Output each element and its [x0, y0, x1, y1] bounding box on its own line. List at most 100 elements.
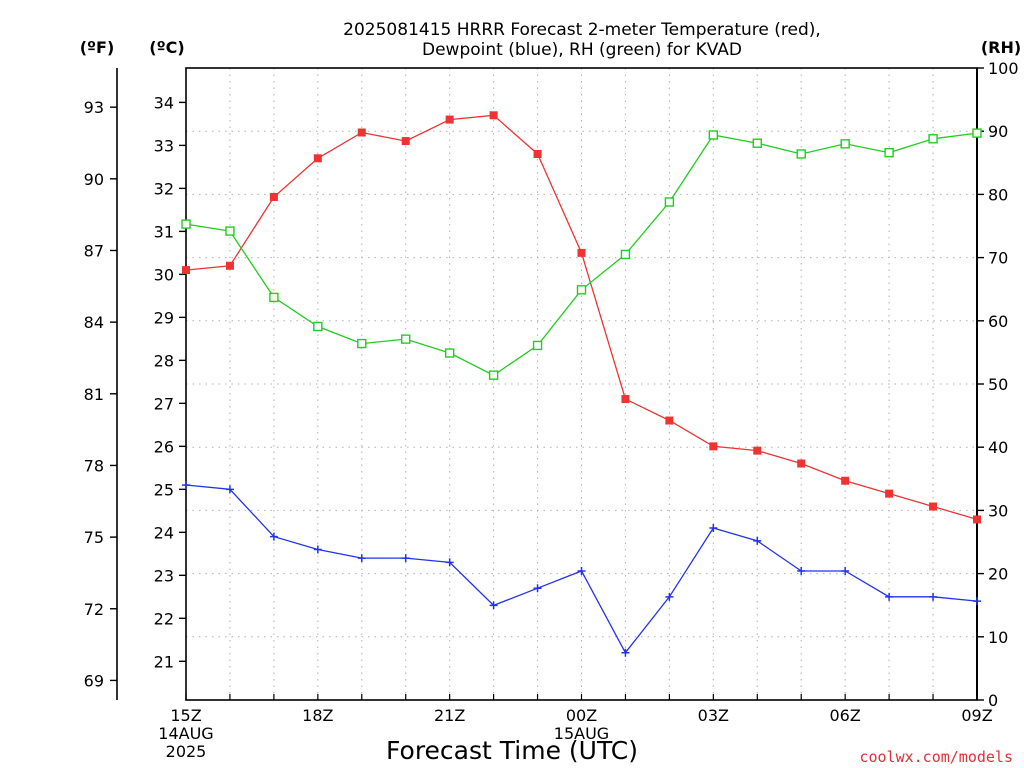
dewpoint-point	[929, 592, 938, 601]
title-line-2: Dewpoint (blue), RH (green) for KVAD	[422, 40, 742, 60]
title-line-1: 2025081415 HRRR Forecast 2-meter Tempera…	[343, 20, 821, 40]
rh-point	[972, 128, 982, 138]
celsius-tick-label: 21	[154, 652, 174, 671]
dewpoint-point	[665, 592, 674, 601]
temperature-point	[665, 416, 674, 425]
dewpoint-point	[182, 481, 190, 490]
rh-point	[752, 138, 762, 148]
fahrenheit-tick-label: 72	[84, 600, 104, 619]
rh-tick-label: 100	[988, 59, 1019, 78]
temperature-point	[489, 111, 498, 120]
celsius-tick-label: 27	[154, 394, 174, 413]
axes: 69 72 75 78 81 84 87 90 93 21 22 23 24 25 26 27 28 29 30 31…	[84, 59, 1019, 761]
temperature-point	[621, 395, 630, 404]
temperature-point	[885, 489, 894, 498]
dewpoint-point	[401, 554, 410, 563]
rh-tick-label: 40	[988, 438, 1008, 457]
dewpoint-point	[577, 567, 586, 576]
celsius-tick-label: 34	[154, 93, 174, 112]
rh-point	[532, 340, 543, 351]
fahrenheit-tick-label: 84	[84, 313, 104, 332]
rh-tick-label: 10	[988, 628, 1008, 647]
fahrenheit-tick-label: 75	[84, 528, 104, 547]
fahrenheit-axis-label: (ºF)	[80, 38, 115, 57]
temperature-point	[182, 266, 190, 275]
dewpoint-point	[753, 536, 762, 545]
rh-point	[313, 321, 323, 332]
x-tick-label: 06Z	[830, 706, 861, 725]
dewpoint-point	[489, 601, 498, 610]
dewpoint-point	[225, 485, 234, 494]
rh-tick-label: 60	[988, 312, 1008, 331]
fahrenheit-tick-label: 81	[84, 385, 104, 404]
grid-lines	[186, 68, 977, 700]
x-tick-label: 21Z	[434, 706, 465, 725]
rh-point	[444, 348, 455, 358]
dewpoint-point	[885, 592, 894, 601]
celsius-tick-label: 31	[154, 222, 174, 241]
celsius-tick-label: 33	[154, 136, 174, 155]
celsius-tick-label: 22	[154, 609, 174, 628]
temperature-point	[225, 261, 234, 270]
temperature-point	[973, 515, 981, 524]
celsius-tick-label: 28	[154, 351, 174, 370]
x-tick-label: 2025	[166, 742, 207, 761]
rh-axis-label: (RH)	[981, 38, 1021, 57]
dewpoint-point	[357, 554, 366, 563]
fahrenheit-tick-label: 87	[84, 241, 104, 260]
rh-tick-label: 50	[988, 375, 1008, 394]
temperature-point	[929, 502, 938, 511]
celsius-tick-label: 23	[154, 566, 174, 585]
rh-tick-label: 20	[988, 565, 1008, 584]
fahrenheit-tick-label: 69	[84, 671, 104, 690]
celsius-tick-label: 30	[154, 265, 174, 284]
rh-tick-label: 0	[988, 691, 998, 710]
temperature-point	[357, 128, 366, 137]
temperature-point	[797, 459, 806, 468]
temperature-point	[709, 442, 718, 451]
fahrenheit-tick-label: 78	[84, 456, 104, 475]
dewpoint-point	[533, 584, 542, 593]
x-tick-label: 15Z	[170, 706, 201, 725]
dewpoint-point	[269, 532, 278, 541]
temperature-point	[841, 476, 850, 485]
fahrenheit-tick-label: 90	[84, 170, 104, 189]
x-tick-label: 00Z	[566, 706, 597, 725]
x-tick-label: 09Z	[961, 706, 992, 725]
rh-point	[357, 338, 367, 349]
celsius-axis-label: (ºC)	[149, 38, 184, 57]
rh-point	[401, 334, 411, 344]
fahrenheit-tick-label: 93	[84, 98, 104, 117]
x-tick-label: 15AUG	[554, 724, 609, 743]
temperature-point	[533, 149, 542, 158]
dewpoint-point	[841, 567, 850, 576]
dewpoint-point	[973, 597, 981, 606]
celsius-tick-label: 25	[154, 480, 174, 499]
temperature-point	[753, 446, 762, 455]
dewpoint-point	[709, 524, 718, 533]
temperature-point	[445, 115, 454, 124]
celsius-tick-label: 24	[154, 523, 174, 542]
rh-point	[884, 147, 894, 158]
x-axis-title: Forecast Time (UTC)	[386, 736, 638, 765]
x-tick-label: 14AUG	[158, 724, 213, 743]
rh-tick-label: 30	[988, 501, 1008, 520]
x-tick-label: 18Z	[302, 706, 333, 725]
dewpoint-point	[445, 558, 454, 567]
temperature-point	[401, 137, 410, 146]
rh-tick-label: 90	[988, 122, 1008, 141]
x-tick-label: 03Z	[698, 706, 729, 725]
dewpoint-point	[797, 567, 806, 576]
dewpoint-point	[621, 648, 630, 657]
rh-point	[181, 219, 191, 229]
celsius-tick-label: 32	[154, 179, 174, 198]
rh-point	[664, 197, 675, 207]
dewpoint-point	[313, 545, 322, 554]
temperature-point	[269, 192, 278, 201]
rh-point	[796, 149, 806, 159]
celsius-tick-label: 29	[154, 308, 174, 327]
rh-point	[269, 292, 279, 303]
rh-tick-label: 70	[988, 249, 1008, 268]
temperature-point	[577, 248, 586, 257]
